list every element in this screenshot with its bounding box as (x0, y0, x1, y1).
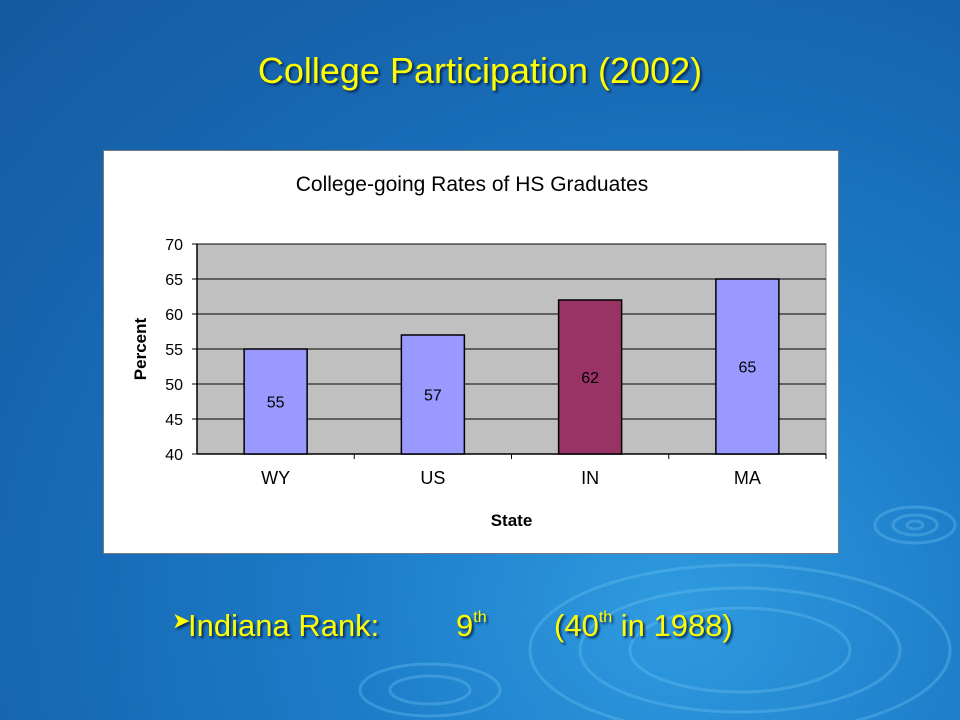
data-label: 62 (581, 370, 599, 387)
y-tick-label: 50 (165, 377, 183, 394)
bar-chart: College-going Rates of HS Graduates 40 45 5… (131, 173, 827, 530)
indiana-rank-bullet: ➤ Indiana Rank: 9th (40th in 1988) (172, 608, 932, 648)
rank-note: (40th in 1988) (554, 608, 733, 644)
y-axis-label: Percent (131, 317, 150, 380)
data-label: 55 (267, 395, 285, 412)
data-label: 65 (738, 360, 756, 377)
y-tick-label: 70 (165, 237, 183, 254)
y-tick-label: 40 (165, 447, 183, 464)
rank-note-open: (40 (554, 608, 599, 643)
bar-ma (715, 278, 780, 455)
bullet-arrow-icon: ➤ (172, 608, 191, 633)
y-tick-label: 55 (165, 342, 183, 359)
y-tick-label: 65 (165, 272, 183, 289)
bar-in (557, 299, 623, 455)
chart-title: College-going Rates of HS Graduates (296, 173, 649, 196)
y-tick-label: 45 (165, 412, 183, 429)
x-tick-label: WY (261, 468, 290, 488)
rank-note-rest: in 1988) (612, 608, 733, 643)
rank-number: 9 (456, 608, 474, 643)
rank-value: 9th (456, 608, 487, 644)
rank-suffix: th (473, 609, 487, 626)
x-tick-label: MA (734, 468, 761, 488)
bar-us (400, 334, 466, 455)
bar-wy (243, 348, 308, 455)
y-tick-label: 60 (165, 307, 183, 324)
x-tick-label: IN (581, 468, 599, 488)
data-label: 57 (424, 388, 442, 405)
x-axis-label: State (491, 511, 533, 530)
rank-label: Indiana Rank: (188, 608, 380, 643)
x-tick-label: US (420, 468, 445, 488)
slide-title: College Participation (2002) (257, 50, 703, 91)
rank-note-suffix: th (598, 609, 613, 626)
chart-container: College-going Rates of HS Graduates 40 45 5… (103, 150, 839, 554)
